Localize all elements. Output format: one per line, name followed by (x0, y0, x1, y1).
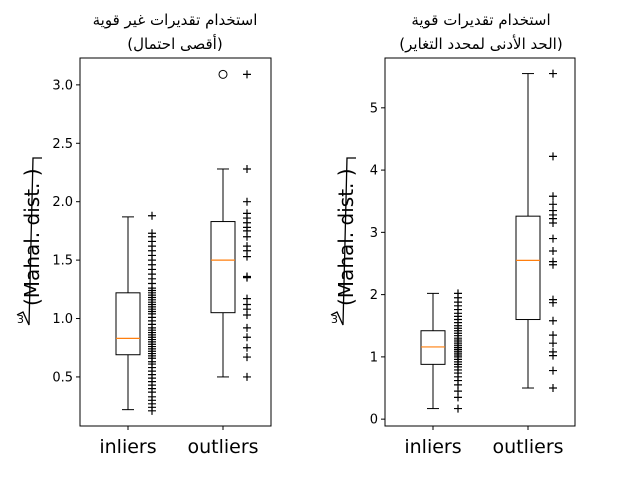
left-y-tick-label: 1.5 (52, 254, 73, 269)
right-y-tick-label: 0 (370, 413, 378, 428)
right-inliers-data-point (454, 289, 462, 298)
right-outliers-data-point (549, 192, 557, 201)
left-inliers-box (115, 292, 141, 356)
left-y-axis-label: 3 (Mahal. dist. ) (16, 157, 44, 326)
right-chart-title-line1: استخدام تقديرات قوية (411, 11, 550, 29)
left-outliers-data-point (243, 70, 251, 79)
right-chart-panel: استخدام تقديرات قوية (الحد الأدنى لمحدد … (330, 11, 576, 458)
right-inliers-data-point (454, 404, 462, 413)
left-y-label-radical-sign (16, 157, 42, 326)
left-outliers-data-point (243, 164, 251, 173)
left-outliers-data-point (243, 197, 251, 206)
left-outliers-data-point (243, 242, 251, 251)
left-chart-title-line1: استخدام تقديرات غير قوية (93, 11, 258, 29)
right-inliers-box (420, 330, 446, 365)
right-outliers-data-point (549, 234, 557, 243)
right-y-tick-label: 3 (370, 226, 378, 241)
left-outliers-data-point (243, 209, 251, 218)
left-outliers-data-point (243, 343, 251, 352)
left-chart-panel: استخدام تقديرات غير قوية (أقصى احتمال) 3… (16, 11, 272, 458)
right-y-tick-label: 5 (370, 101, 378, 116)
left-plot-frame (79, 57, 272, 427)
left-inliers-data-point (148, 211, 156, 220)
left-category-label-outliers: outliers (187, 436, 258, 458)
right-y-axis-label: 3 (Mahal. dist. ) (330, 157, 358, 326)
right-outliers-data-point (549, 295, 557, 304)
right-outliers-data-point (549, 247, 557, 256)
right-plot-frame (384, 57, 576, 427)
right-y-tick-label: 2 (370, 288, 378, 303)
right-outliers-data-point (549, 200, 557, 209)
right-outliers-data-point (549, 69, 557, 78)
left-chart-title-line2: (أقصى احتمال) (127, 34, 222, 53)
right-outliers-data-point (549, 347, 557, 356)
left-category-label-inliers: inliers (99, 436, 156, 458)
right-y-label-root-index: 3 (331, 313, 338, 326)
left-outliers-data-point (243, 372, 251, 381)
left-outliers-data-point (243, 353, 251, 362)
right-outliers-data-point (549, 366, 557, 375)
right-outliers-data-point (549, 331, 557, 340)
right-outliers-data-point (549, 152, 557, 161)
left-y-tick-label: 1.0 (52, 312, 73, 327)
right-outliers-box (515, 215, 541, 321)
right-y-label-radical-sign (330, 157, 356, 326)
left-outliers-data-point (243, 333, 251, 342)
left-outliers-box (210, 221, 236, 314)
left-y-label-root-index: 3 (17, 313, 24, 326)
right-y-tick-label: 1 (370, 350, 378, 365)
right-category-label-inliers: inliers (404, 436, 461, 458)
left-y-tick-label: 0.5 (52, 370, 73, 385)
right-y-tick-label: 4 (370, 164, 378, 179)
right-category-label-outliers: outliers (492, 436, 563, 458)
left-y-axis-label-text: (Mahal. dist. ) (20, 168, 44, 306)
right-outliers-data-point (549, 384, 557, 393)
left-y-tick-label: 3.0 (52, 78, 73, 93)
right-outliers-data-point (549, 316, 557, 325)
left-outliers-data-point (243, 323, 251, 332)
right-outliers-data-point (549, 339, 557, 348)
left-outliers-data-point (243, 272, 251, 281)
left-y-tick-label: 2.5 (52, 137, 73, 152)
right-outliers-data-point (549, 257, 557, 266)
left-y-tick-label: 2.0 (52, 195, 73, 210)
right-y-axis-label-text: (Mahal. dist. ) (334, 168, 358, 306)
left-outliers-data-point (243, 294, 251, 303)
left-outliers-flier-point (218, 69, 228, 79)
right-chart-title-line2: (الحد الأدنى لمحدد التغاير) (399, 34, 562, 53)
left-inliers-data-point (148, 229, 156, 238)
